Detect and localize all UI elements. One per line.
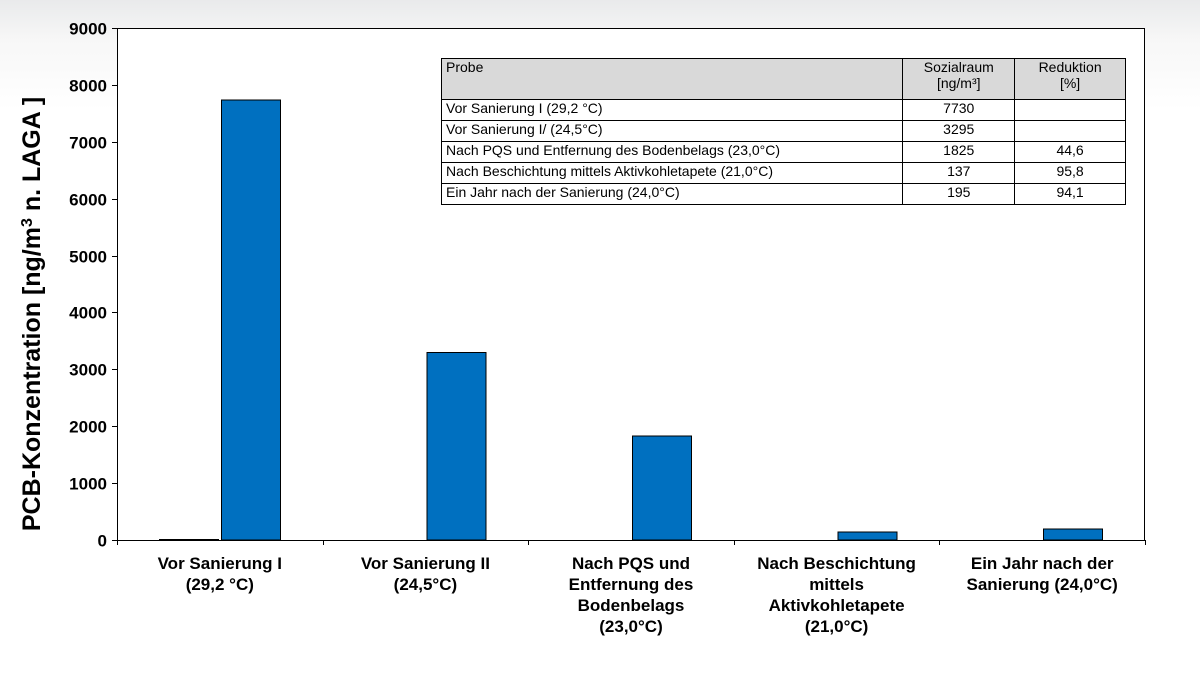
table-cell-sozialraum: 137 [902, 162, 1016, 184]
x-category-label-line: mittels [809, 575, 864, 594]
table-cell-sozialraum: 7730 [902, 99, 1016, 121]
x-category-label: Vor Sanierung I (29,2 °C) [158, 554, 282, 594]
table-cell-sozialraum: 1825 [902, 141, 1016, 163]
bar-2-1 [220, 99, 281, 541]
header-sozialraum-label: Sozialraum [923, 59, 994, 75]
y-tick-label: 0 [98, 532, 107, 551]
y-tick-label: 8000 [69, 77, 107, 96]
x-category-label: Nach Beschichtung mittels Aktivkohletapete… [757, 554, 916, 636]
x-category-label-line: Ein Jahr nach der [971, 554, 1114, 573]
x-category-label-line: Vor Sanierung I [158, 554, 282, 573]
table-cell-reduktion: 95,8 [1014, 162, 1126, 184]
bar-2-4 [837, 531, 898, 541]
header-reduktion-label: Reduktion [1038, 59, 1102, 75]
x-category-label-line: Bodenbelags [578, 596, 685, 615]
y-tick-label: 6000 [69, 191, 107, 210]
bar-2-2 [426, 352, 487, 541]
y-axis-title-part: PCB-Konzentration [ng/m [18, 227, 46, 531]
header-probe-label: Probe [446, 59, 484, 75]
table-row: Vor Sanierung I/ (24,5°C) 3295 [440, 120, 1126, 142]
x-category-label-line: (29,2 °C) [186, 575, 254, 594]
header-sozialraum: Sozialraum [ng/m³] [902, 58, 1016, 100]
y-tick-label: 4000 [69, 304, 107, 323]
table-cell-sozialraum: 3295 [902, 120, 1016, 142]
header-probe: Probe [440, 58, 904, 100]
table-cell-reduktion: 44,6 [1014, 141, 1126, 163]
y-axis-title-part: n. LAGA ] [18, 97, 46, 218]
y-axis-title-superscript: 3 [19, 218, 36, 227]
y-tick-label: 2000 [69, 418, 107, 437]
x-category-label-line: Nach PQS und [572, 554, 690, 573]
table-cell-reduktion: 94,1 [1014, 183, 1126, 205]
bar-2-5 [1043, 528, 1104, 541]
header-reduktion: Reduktion [%] [1014, 58, 1126, 100]
x-category-label-line: Aktivkohletapete [769, 596, 905, 615]
table-cell-probe: Nach PQS und Entfernung des Bodenbelags … [440, 141, 904, 163]
table-row: Ein Jahr nach der Sanierung (24,0°C) 195… [440, 183, 1126, 205]
table-cell-reduktion [1014, 120, 1126, 142]
bar-2-3 [632, 435, 692, 541]
x-category-label-line: (21,0°C) [805, 617, 868, 636]
table-row: Vor Sanierung I (29,2 °C) 7730 [440, 99, 1126, 121]
header-reduktion-unit: [%] [1059, 75, 1081, 91]
table-row: Nach PQS und Entfernung des Bodenbelags … [440, 141, 1126, 163]
x-category-label-line: Vor Sanierung II [361, 554, 490, 573]
table-cell-probe: Vor Sanierung I (29,2 °C) [440, 99, 904, 121]
x-category-label-line: Sanierung (24,0°C) [967, 575, 1118, 594]
table-cell-probe: Nach Beschichtung mittels Aktivkohletape… [440, 162, 904, 184]
y-tick-label: 3000 [69, 361, 107, 380]
table-header-row: Probe Sozialraum [ng/m³] Reduktion [%] [440, 58, 1126, 100]
table-row: Nach Beschichtung mittels Aktivkohletape… [440, 162, 1126, 184]
header-sozialraum-unit: [ng/m³] [936, 75, 981, 91]
table-cell-probe: Vor Sanierung I/ (24,5°C) [440, 120, 904, 142]
y-tick-label: 9000 [69, 20, 107, 39]
bar-1-1 [158, 538, 219, 541]
y-axis-title: PCB-Konzentration [ng/m3 n. LAGA ] [18, 97, 46, 531]
y-tick-label: 7000 [69, 134, 107, 153]
results-table: Probe Sozialraum [ng/m³] Reduktion [%] V… [440, 58, 1126, 205]
x-category-label: Nach PQS und Entfernung des Bodenbelags (23… [569, 554, 694, 636]
y-tick-label: 5000 [69, 248, 107, 267]
table-cell-reduktion [1014, 99, 1126, 121]
x-category-label-line: (23,0°C) [599, 617, 662, 636]
table-cell-sozialraum: 195 [902, 183, 1016, 205]
table-cell-probe: Ein Jahr nach der Sanierung (24,0°C) [440, 183, 904, 205]
x-category-label-line: Nach Beschichtung [757, 554, 916, 573]
y-tick-label: 1000 [69, 475, 107, 494]
x-category-label: Vor Sanierung II (24,5°C) [361, 554, 490, 594]
x-category-label-line: (24,5°C) [394, 575, 457, 594]
x-category-label: Ein Jahr nach der Sanierung (24,0°C) [967, 554, 1118, 594]
x-category-label-line: Entfernung des [569, 575, 694, 594]
